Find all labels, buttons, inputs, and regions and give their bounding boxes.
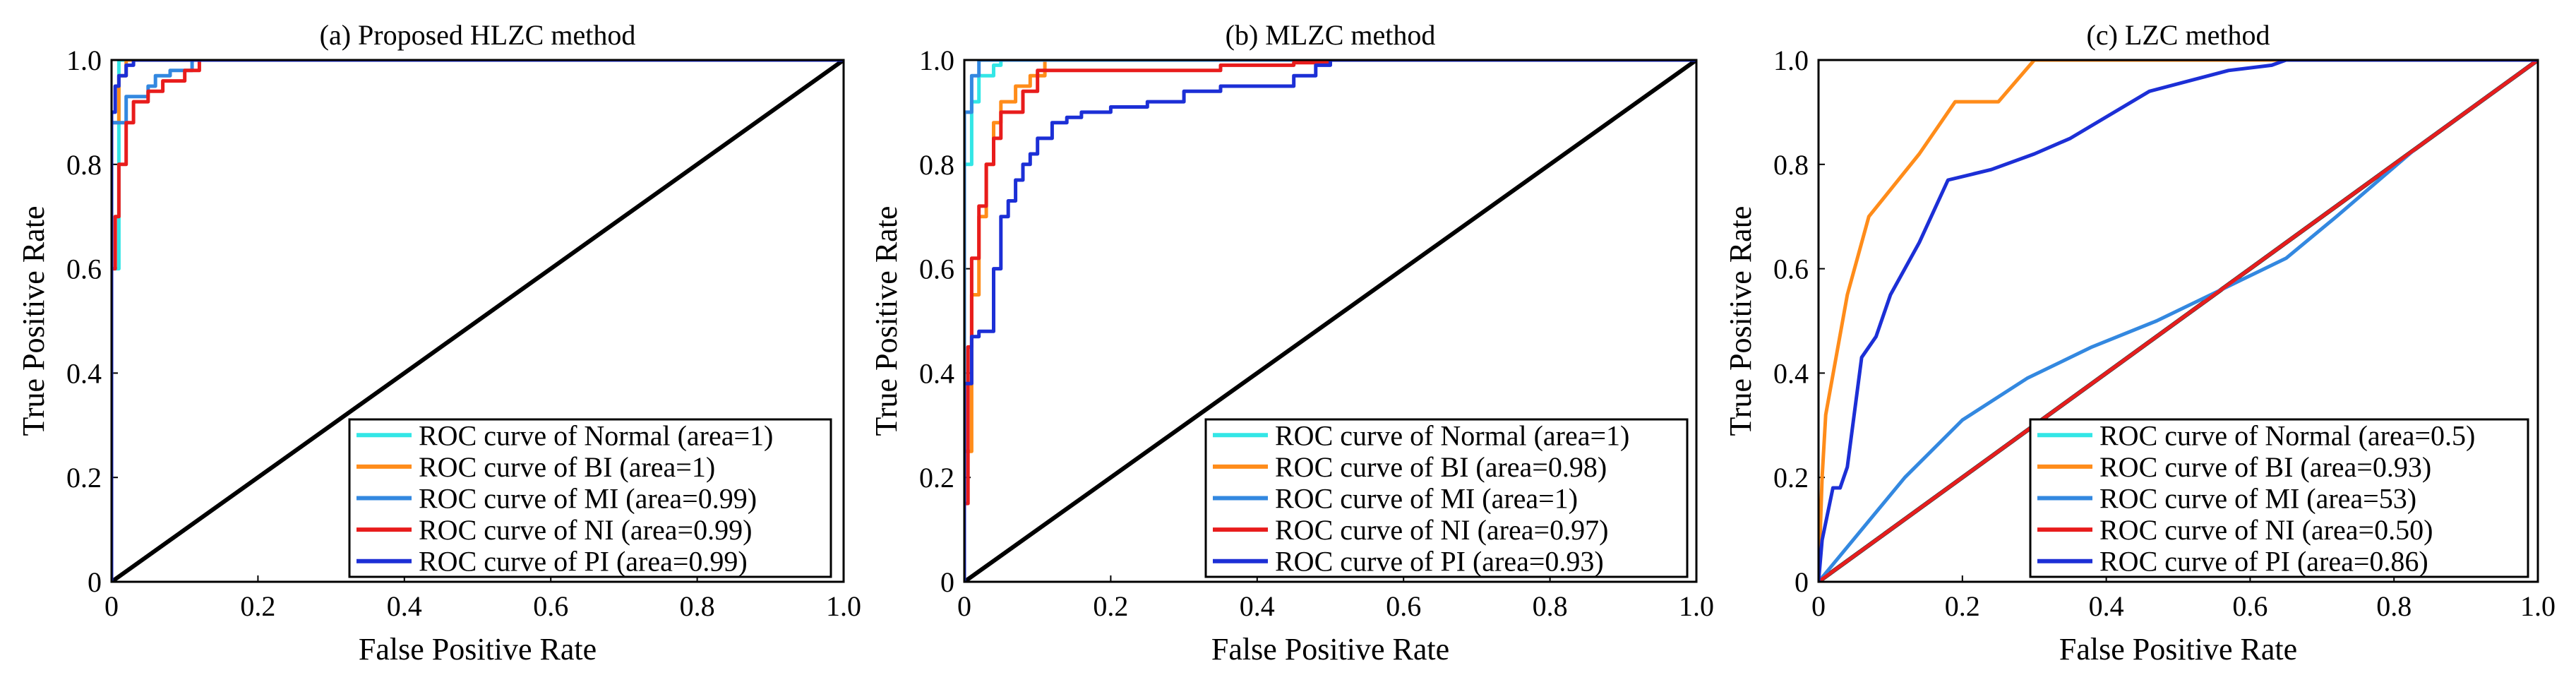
plot-area: [112, 60, 844, 582]
roc-curve-3: [1819, 60, 2538, 582]
y-tick-label: 0.8: [919, 149, 954, 181]
roc-curve-2: [1819, 60, 2538, 582]
y-tick-label: 0.4: [1773, 357, 1809, 389]
chart-title: (b) MLZC method: [1226, 19, 1436, 51]
legend: ROC curve of Normal (area=1)ROC curve of…: [1204, 418, 1689, 578]
chart-panel-2: (b) MLZC method False Positive Rate True P…: [869, 19, 1714, 667]
roc-curve-4: [112, 60, 844, 582]
y-tick-label: 0.6: [1773, 253, 1809, 285]
x-tick-label: 0.8: [2376, 590, 2412, 622]
legend-box: [1204, 418, 1689, 578]
axes-frame: [963, 59, 1698, 583]
legend-label: ROC curve of Normal (area=0.5): [2099, 419, 2475, 451]
chart-panel-1: (a) Proposed HLZC method False Positive R…: [16, 19, 861, 667]
diagonal-reference-line: [112, 60, 844, 582]
x-tick-label: 0.6: [1386, 590, 1421, 622]
y-tick-label: 0: [88, 566, 102, 598]
x-tick-label: 0.2: [1945, 590, 1980, 622]
y-tick-label: 0.2: [66, 462, 102, 494]
y-tick-label: 1.0: [66, 44, 102, 76]
roc-curve-5: [964, 60, 1696, 582]
y-tick-label: 0.8: [1773, 149, 1809, 181]
y-tick-label: 0: [940, 566, 954, 598]
x-tick-label: 0.4: [387, 590, 422, 622]
y-tick-label: 0.8: [66, 149, 102, 181]
roc-curve-1: [112, 60, 844, 582]
legend-label: ROC curve of PI (area=0.86): [2099, 546, 2428, 578]
x-tick-label: 0.8: [1533, 590, 1568, 622]
roc-curve-4: [1819, 60, 2538, 582]
chart-title: (c) LZC method: [2087, 19, 2270, 51]
x-tick-label: 0: [1811, 590, 1826, 622]
chart-panel-3: (c) LZC method False Positive Rate True Po…: [1723, 19, 2556, 667]
y-tick-label: 0.2: [1773, 462, 1809, 494]
legend-label: ROC curve of PI (area=0.93): [1275, 546, 1604, 578]
legend-label: ROC curve of BI (area=0.93): [2099, 451, 2431, 483]
y-tick-label: 0.4: [919, 357, 954, 389]
axes-frame: [1817, 59, 2539, 583]
y-tick-label: 0: [1795, 566, 1809, 598]
x-tick-label: 1.0: [826, 590, 861, 622]
legend-label: ROC curve of MI (area=1): [1275, 483, 1578, 515]
x-axis-label: False Positive Rate: [2059, 632, 2297, 667]
chart-title: (a) Proposed HLZC method: [320, 19, 636, 51]
diagonal-reference-line: [964, 60, 1696, 582]
x-axis-label: False Positive Rate: [1211, 632, 1449, 667]
legend-label: ROC curve of NI (area=0.50): [2099, 514, 2433, 546]
x-tick-label: 1.0: [1679, 590, 1714, 622]
y-axis-label: True Positive Rate: [869, 206, 904, 436]
legend-label: ROC curve of Normal (area=1): [419, 419, 773, 451]
y-axis-label: True Positive Rate: [1723, 206, 1758, 436]
plot-area: [964, 60, 1696, 582]
legend: ROC curve of Normal (area=0.5)ROC curve …: [2029, 418, 2529, 578]
x-tick-label: 0.4: [2089, 590, 2124, 622]
x-axis-label: False Positive Rate: [359, 632, 597, 667]
roc-curve-5: [112, 60, 844, 582]
legend-box: [2029, 418, 2529, 578]
y-tick-label: 0.2: [919, 462, 954, 494]
legend-label: ROC curve of NI (area=0.99): [419, 514, 752, 546]
legend-box: [348, 418, 832, 578]
x-tick-label: 0.6: [2232, 590, 2268, 622]
y-tick-label: 0.4: [66, 357, 102, 389]
y-tick-label: 1.0: [1773, 44, 1809, 76]
x-tick-label: 0: [957, 590, 971, 622]
legend-label: ROC curve of BI (area=1): [419, 451, 715, 483]
x-tick-label: 0.6: [533, 590, 568, 622]
roc-curve-3: [964, 60, 1696, 582]
x-tick-label: 0.2: [240, 590, 275, 622]
x-tick-label: 0: [104, 590, 119, 622]
legend: ROC curve of Normal (area=1)ROC curve of…: [348, 418, 832, 578]
x-tick-label: 0.4: [1240, 590, 1275, 622]
y-axis-label: True Positive Rate: [16, 206, 51, 436]
legend-label: ROC curve of Normal (area=1): [1275, 419, 1629, 451]
x-tick-label: 0.2: [1093, 590, 1128, 622]
legend-label: ROC curve of PI (area=0.99): [419, 546, 748, 578]
x-tick-label: 0.8: [680, 590, 715, 622]
legend-label: ROC curve of MI (area=53): [2099, 483, 2416, 515]
y-tick-label: 0.6: [919, 253, 954, 285]
legend-label: ROC curve of MI (area=0.99): [419, 483, 757, 515]
x-tick-label: 1.0: [2520, 590, 2556, 622]
plot-area: [1819, 60, 2538, 582]
y-tick-label: 0.6: [66, 253, 102, 285]
roc-curve-5: [1819, 60, 2538, 582]
legend-label: ROC curve of NI (area=0.97): [1275, 514, 1608, 546]
y-tick-label: 1.0: [919, 44, 954, 76]
axes-frame: [110, 59, 845, 583]
legend-label: ROC curve of BI (area=0.98): [1275, 451, 1607, 483]
